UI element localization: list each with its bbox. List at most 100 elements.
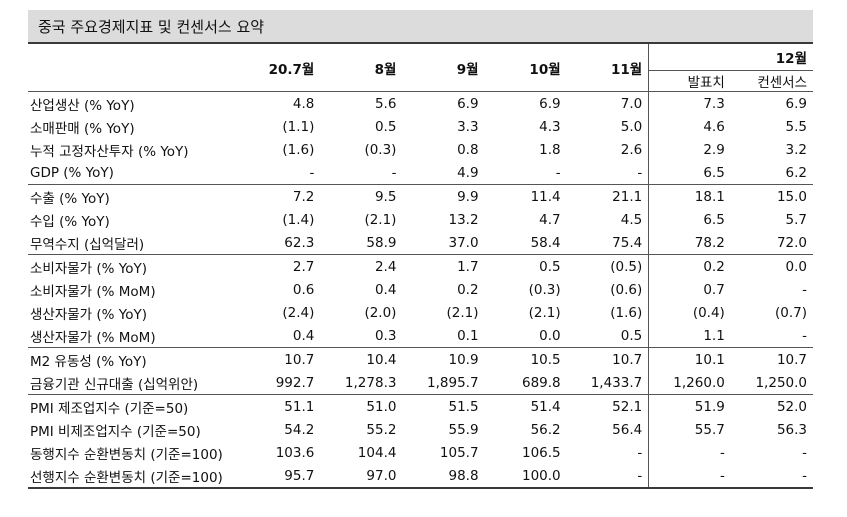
value-cell: (0.7)	[774, 304, 807, 321]
value-cell: 2.7	[238, 254, 321, 278]
value-cell: 0.4	[292, 327, 315, 344]
header-month-2: 9월	[456, 61, 479, 78]
value-cell: 4.9	[457, 164, 479, 181]
value-cell: (2.1)	[528, 304, 561, 321]
value-cell: 51.1	[238, 394, 321, 418]
value-cell: 2.9	[648, 138, 731, 161]
value-cell: 0.0	[730, 254, 813, 278]
value-cell: 106.5	[521, 444, 561, 461]
row-label: M2 유동성 (% YoY)	[28, 347, 239, 371]
value-cell: 9.5	[320, 184, 403, 208]
value-cell: 4.8	[238, 91, 321, 115]
value-cell: (1.4)	[282, 211, 315, 228]
value-cell: (0.6)	[610, 281, 643, 298]
table-row: PMI 제조업지수 (기준=50) 51.1 51.0 51.5 51.4 52.1 51.…	[28, 394, 813, 418]
value-cell: 4.7	[539, 211, 561, 228]
table-title: 중국 주요경제지표 및 컨센서스 요약	[28, 10, 813, 44]
table-row: 생산자물가 (% MoM) 0.4 0.3 0.1 0.0 0.5 1.1 -	[28, 324, 813, 348]
row-label: 소매판매 (% YoY)	[30, 120, 135, 137]
value-cell: (1.6)	[282, 141, 315, 158]
table-row: 소매판매 (% YoY) (1.1) 0.5 3.3 4.3 5.0 4.6 5.5	[28, 115, 813, 138]
value-cell: 4.3	[539, 118, 561, 135]
value-cell: 3.3	[457, 118, 479, 135]
value-cell: 56.4	[612, 421, 643, 438]
indicator-summary: 중국 주요경제지표 및 컨센서스 요약 20.7월 8월 9월 10월 11월 …	[28, 10, 813, 489]
value-cell: 2.4	[320, 254, 403, 278]
value-cell: 51.5	[402, 394, 485, 418]
value-cell: 1.8	[539, 141, 561, 158]
value-cell: 6.9	[484, 91, 567, 115]
value-cell: 9.9	[402, 184, 485, 208]
value-cell: 2.6	[620, 141, 643, 158]
value-cell: 54.2	[284, 421, 315, 438]
value-cell: 52.0	[730, 394, 813, 418]
header-label-cell	[28, 44, 238, 71]
value-cell: 51.4	[484, 394, 567, 418]
value-cell: 52.1	[566, 394, 649, 418]
value-cell: 4.6	[648, 115, 731, 138]
row-label: 동행지수 순환변동치 (기준=100)	[30, 446, 223, 463]
row-label: 금융기관 신규대출 (십억위안)	[30, 376, 199, 393]
header-month-1: 8월	[374, 61, 397, 78]
value-cell: 1,433.7	[590, 374, 643, 391]
value-cell: 0.5	[374, 118, 397, 135]
table-row: 소비자물가 (% YoY) 2.7 2.4 1.7 0.5 (0.5) 0.2 0.0	[28, 254, 813, 278]
row-label: 선행지수 순환변동치 (기준=100)	[28, 464, 239, 489]
value-cell: 7.0	[566, 91, 649, 115]
row-label: 소비자물가 (% YoY)	[28, 254, 239, 278]
value-cell: (0.5)	[566, 254, 649, 278]
value-cell: 37.0	[448, 234, 479, 251]
value-cell: 10.5	[484, 347, 567, 371]
value-cell: 10.7	[238, 347, 321, 371]
table-row: GDP (% YoY) - -4.9- -6.5 6.2	[28, 161, 813, 185]
header-december: 12월	[648, 44, 813, 71]
table-row: 무역수지 (십억달러) 62.3 58.9 37.0 58.4 75.4 78.2 72.0	[28, 231, 813, 255]
value-cell: 5.5	[785, 118, 807, 135]
table-row: 소비자물가 (% MoM) 0.6 0.4 0.2 (0.3) (0.6) 0.7 -	[28, 278, 813, 301]
table-row: 수출 (% YoY) 7.2 9.5 9.9 11.4 21.1 18.1 15.0	[28, 184, 813, 208]
value-cell: (2.1)	[364, 211, 397, 228]
value-cell: 0.5	[484, 254, 567, 278]
value-cell: 11.4	[484, 184, 567, 208]
value-cell: 1.1	[648, 324, 731, 348]
value-cell: 4.5	[620, 211, 643, 228]
header-row-2: 발표치 컨센서스	[28, 70, 813, 92]
value-cell: 58.9	[366, 234, 397, 251]
value-cell: 0.3	[374, 327, 397, 344]
value-cell: 6.5	[648, 208, 731, 231]
value-cell: -	[648, 441, 731, 464]
row-label: PMI 제조업지수 (기준=50)	[28, 394, 239, 418]
value-cell: (1.6)	[610, 304, 643, 321]
value-cell: 5.6	[320, 91, 403, 115]
value-cell: 1.7	[402, 254, 485, 278]
value-cell: 62.3	[284, 234, 315, 251]
header-dec-consensus: 컨센서스	[757, 75, 807, 91]
value-cell: 5.0	[620, 118, 643, 135]
table-row: PMI 비제조업지수 (기준=50) 54.2 55.2 55.9 56.2 56.4 55…	[28, 418, 813, 441]
row-label: 무역수지 (십억달러)	[30, 236, 145, 253]
value-cell: 51.9	[648, 394, 731, 418]
value-cell: -	[555, 164, 561, 181]
value-cell: 75.4	[612, 234, 643, 251]
row-label: 수출 (% YoY)	[28, 184, 239, 208]
value-cell: 55.2	[366, 421, 397, 438]
value-cell: 10.9	[402, 347, 485, 371]
value-cell: 0.7	[648, 278, 731, 301]
table-row: M2 유동성 (% YoY) 10.7 10.4 10.9 10.5 10.7 10.1 10…	[28, 347, 813, 371]
value-cell: 6.5	[648, 161, 731, 185]
row-label: 누적 고정자산투자 (% YoY)	[30, 143, 189, 160]
value-cell: 0.4	[374, 281, 397, 298]
row-label: 생산자물가 (% YoY)	[30, 306, 148, 323]
value-cell: 6.9	[730, 91, 813, 115]
value-cell: -	[802, 281, 807, 298]
value-cell: 104.4	[357, 444, 397, 461]
value-cell: 10.7	[730, 347, 813, 371]
value-cell: 100.0	[484, 464, 567, 489]
row-label: 소비자물가 (% MoM)	[30, 283, 156, 300]
value-cell: 0.6	[292, 281, 315, 298]
table-row: 생산자물가 (% YoY) (2.4) (2.0) (2.1) (2.1) (1.6) (0…	[28, 301, 813, 324]
value-cell: 1,250.0	[755, 374, 807, 391]
value-cell: 0.5	[620, 327, 643, 344]
row-label: GDP (% YoY)	[30, 164, 114, 181]
value-cell: 58.4	[530, 234, 561, 251]
